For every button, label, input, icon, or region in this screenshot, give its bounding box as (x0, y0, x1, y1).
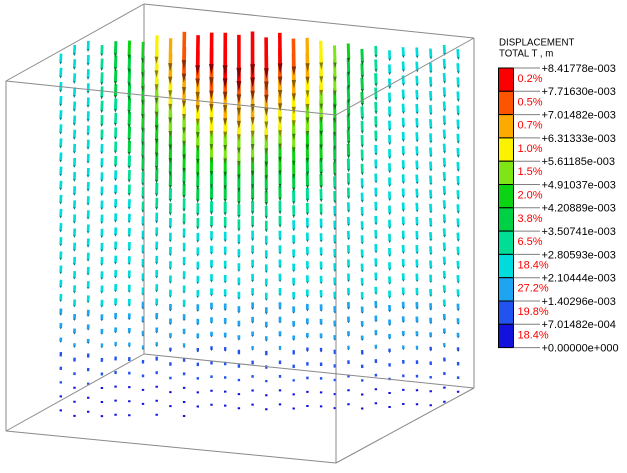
svg-text:27.2%: 27.2% (518, 283, 549, 295)
svg-text:+6.31333e-003: +6.31333e-003 (542, 133, 616, 145)
svg-text:+7.01482e-003: +7.01482e-003 (542, 110, 616, 122)
svg-text:+4.20889e-003: +4.20889e-003 (542, 203, 616, 215)
svg-text:2.0%: 2.0% (518, 190, 543, 202)
svg-text:+2.10444e-003: +2.10444e-003 (542, 273, 616, 285)
svg-text:0.7%: 0.7% (518, 120, 543, 132)
svg-text:18.4%: 18.4% (518, 259, 549, 271)
svg-text:+3.50741e-003: +3.50741e-003 (542, 226, 616, 238)
svg-text:3.8%: 3.8% (518, 213, 543, 225)
svg-text:0.2%: 0.2% (518, 73, 543, 85)
svg-text:1.5%: 1.5% (518, 166, 543, 178)
svg-text:+0.00000e+000: +0.00000e+000 (542, 343, 619, 355)
svg-text:19.8%: 19.8% (518, 306, 549, 318)
svg-text:+2.80593e-003: +2.80593e-003 (542, 249, 616, 261)
svg-text:+7.71630e-003: +7.71630e-003 (542, 86, 616, 98)
svg-text:+5.61185e-003: +5.61185e-003 (542, 156, 616, 168)
svg-text:18.4%: 18.4% (518, 329, 549, 341)
svg-text:1.0%: 1.0% (518, 143, 543, 155)
svg-text:TOTAL T , m: TOTAL T , m (499, 49, 553, 60)
svg-text:+4.91037e-003: +4.91037e-003 (542, 179, 616, 191)
svg-text:+8.41778e-003: +8.41778e-003 (542, 63, 616, 75)
svg-text:6.5%: 6.5% (518, 236, 543, 248)
svg-text:+1.40296e-003: +1.40296e-003 (542, 296, 616, 308)
svg-text:+7.01482e-004: +7.01482e-004 (542, 319, 616, 331)
svg-text:0.5%: 0.5% (518, 96, 543, 108)
svg-text:DISPLACEMENT: DISPLACEMENT (499, 38, 574, 49)
